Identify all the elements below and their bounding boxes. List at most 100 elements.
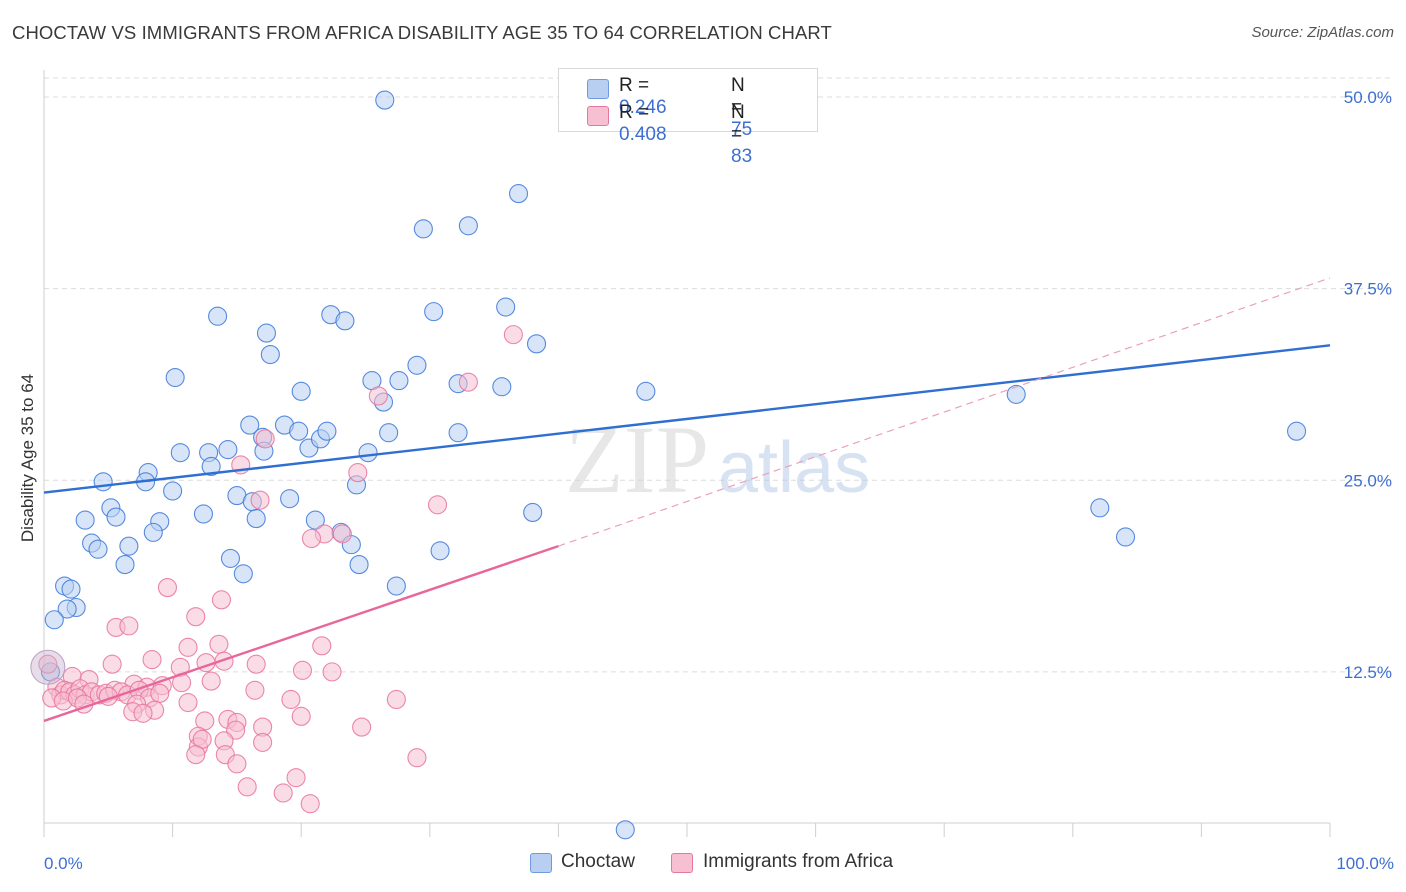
bottom-legend-label-immigrants-from-africa: Immigrants from Africa xyxy=(703,851,894,872)
choctaw-point xyxy=(636,381,656,401)
immigrants-from-africa-point xyxy=(178,692,198,713)
choctaw-point xyxy=(246,509,266,529)
immigrants-from-africa-point xyxy=(186,607,206,627)
choctaw-point xyxy=(291,381,311,401)
choctaw-point xyxy=(523,502,543,522)
immigrants-from-africa-point xyxy=(119,616,139,636)
choctaw-point xyxy=(1006,384,1026,404)
choctaw-point xyxy=(208,306,228,326)
stats-legend: R = 0.246 N = 75 R = 0.408 N = 83 xyxy=(558,68,818,167)
aggregate-point xyxy=(30,649,66,685)
immigrants-from-africa-point xyxy=(300,794,320,814)
watermark: ZIP atlas xyxy=(565,406,870,513)
choctaw-point xyxy=(615,820,635,840)
immigrants-from-africa-point xyxy=(273,783,293,803)
choctaw-point xyxy=(386,576,406,596)
immigrants-from-africa-point xyxy=(332,524,352,544)
choctaw-point xyxy=(75,510,95,530)
choctaw-point xyxy=(289,421,309,441)
immigrants-from-africa-point xyxy=(407,748,427,768)
immigrants-from-africa-point xyxy=(211,590,232,610)
choctaw-point xyxy=(413,219,433,239)
choctaw-point xyxy=(358,443,378,463)
bottom-legend-label-choctaw: Choctaw xyxy=(561,851,635,872)
choctaw-points xyxy=(40,90,1307,840)
immigrants-from-africa-point xyxy=(246,654,266,674)
choctaw-point xyxy=(220,548,241,568)
choctaw-point xyxy=(379,423,399,443)
immigrants-from-africa-point xyxy=(102,654,122,674)
bottom-legend-swatch-immigrants-from-africa xyxy=(671,853,693,873)
choctaw-point xyxy=(57,599,77,619)
immigrants-from-africa-point xyxy=(281,689,301,710)
choctaw-point xyxy=(1115,527,1136,547)
immigrants-from-africa-point xyxy=(427,495,448,515)
immigrants-from-africa-point xyxy=(245,680,265,700)
immigrants-from-africa-trend-line xyxy=(43,545,559,723)
immigrants-from-africa-point xyxy=(150,683,170,703)
choctaw-point xyxy=(44,610,64,630)
immigrants-from-africa-point xyxy=(133,703,153,723)
choctaw-point xyxy=(233,564,253,584)
choctaw-point xyxy=(389,371,409,391)
choctaw-point xyxy=(1287,421,1307,441)
choctaw-point xyxy=(61,579,81,599)
choctaw-point xyxy=(407,355,427,375)
immigrants-from-africa-point xyxy=(386,689,406,710)
immigrants-from-africa-point xyxy=(250,490,270,510)
choctaw-point xyxy=(106,507,126,527)
choctaw-point xyxy=(260,344,280,365)
legend-swatch-immigrants-from-africa xyxy=(587,106,609,126)
immigrants-from-africa-point xyxy=(253,732,273,752)
choctaw-point xyxy=(193,504,214,524)
choctaw-point xyxy=(93,472,113,492)
choctaw-point xyxy=(143,522,163,542)
source-label: Source: ZipAtlas.com xyxy=(1251,24,1394,41)
gridlines xyxy=(44,77,1394,673)
choctaw-point xyxy=(430,541,450,561)
immigrants-from-africa-point xyxy=(458,372,478,392)
immigrants-from-africa-point xyxy=(348,463,368,483)
immigrants-from-africa-points xyxy=(30,325,523,814)
x-tick-label-right: 100.0% xyxy=(1336,854,1394,873)
immigrants-from-africa-point xyxy=(292,660,313,680)
choctaw-point xyxy=(218,440,238,460)
choctaw-point xyxy=(526,334,547,354)
choctaw-point xyxy=(88,539,108,559)
immigrants-from-africa-point xyxy=(312,636,332,656)
legend-swatch-choctaw xyxy=(587,79,609,99)
choctaw-point xyxy=(349,555,369,575)
immigrants-from-africa-point xyxy=(322,662,342,682)
choctaw-point xyxy=(115,555,135,575)
choctaw-point xyxy=(163,481,183,501)
immigrants-from-africa-point xyxy=(227,754,247,774)
immigrants-from-africa-point xyxy=(214,651,234,671)
immigrants-from-africa-point xyxy=(368,386,388,406)
choctaw-point xyxy=(201,456,221,477)
trend-lines xyxy=(43,277,1331,723)
immigrants-from-africa-point xyxy=(201,671,221,691)
immigrants-from-africa-point xyxy=(291,706,311,726)
legend-r-value-choctaw: 0.246 xyxy=(619,97,667,118)
choctaw-point xyxy=(448,423,468,443)
watermark-atlas: atlas xyxy=(718,428,870,508)
choctaw-point xyxy=(458,216,478,236)
legend-n-value-immigrants-from-africa: 83 xyxy=(731,146,753,167)
choctaw-point xyxy=(240,415,260,435)
immigrants-from-africa-point xyxy=(352,717,372,737)
y-tick-label: 12.5% xyxy=(1344,663,1392,682)
choctaw-point xyxy=(1090,498,1110,518)
choctaw-trend-line xyxy=(43,344,1331,494)
legend-n-label: N = xyxy=(731,75,745,118)
choctaw-point xyxy=(496,297,516,317)
immigrants-from-africa-point xyxy=(142,650,162,670)
legend-r-label: R = xyxy=(619,75,650,96)
choctaw-point xyxy=(424,302,444,322)
legend-r-label: R = xyxy=(619,102,650,123)
legend-n-label: N = xyxy=(731,102,745,145)
immigrants-from-africa-point xyxy=(301,528,322,549)
y-tick-labels: 12.5% 25.0% 37.5% 50.0% xyxy=(1344,88,1392,682)
immigrants-from-africa-point xyxy=(186,745,206,765)
immigrants-from-africa-trend-extension xyxy=(558,277,1331,547)
choctaw-point xyxy=(508,184,529,204)
